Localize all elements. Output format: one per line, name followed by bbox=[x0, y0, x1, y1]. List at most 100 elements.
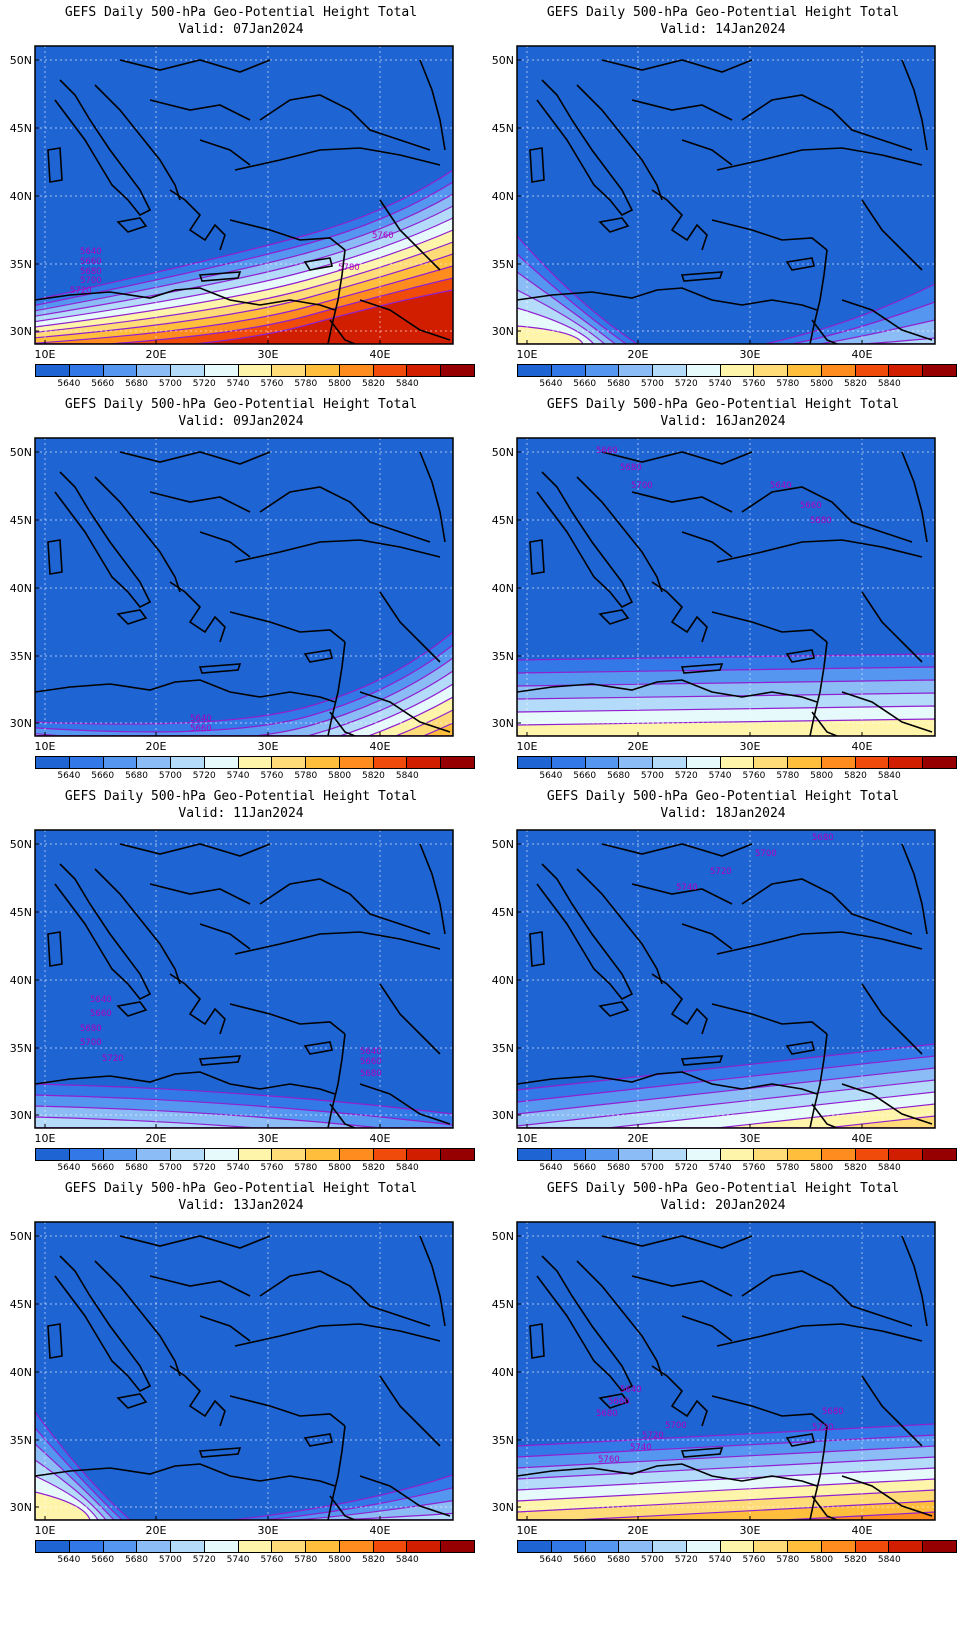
colorbar-swatch bbox=[686, 1149, 721, 1160]
colorbar-swatch bbox=[272, 1149, 307, 1160]
coastline bbox=[517, 679, 818, 703]
colorbar-label: 5740 bbox=[226, 379, 250, 389]
coastline bbox=[716, 931, 923, 955]
contour-label: 5680 bbox=[810, 516, 832, 526]
colorbar-label: 5680 bbox=[125, 379, 148, 389]
colorbar-label: 5760 bbox=[742, 1163, 766, 1173]
coastline bbox=[536, 471, 634, 609]
forecast-panel: GEFS Daily 500-hPa Geo-Potential Height … bbox=[482, 1176, 964, 1586]
coastline bbox=[741, 1270, 913, 1327]
coastline bbox=[303, 1433, 333, 1447]
coastline bbox=[841, 691, 933, 733]
coastline bbox=[601, 451, 753, 465]
lat-tick-label: 35N bbox=[492, 1434, 514, 1447]
contour-label: 5660 bbox=[608, 1397, 630, 1407]
coastline bbox=[598, 217, 630, 233]
coastline bbox=[536, 863, 634, 1001]
colorbar-swatch bbox=[821, 1541, 856, 1552]
lat-tick-label: 35N bbox=[492, 1042, 514, 1055]
lat-tick-label: 40N bbox=[10, 974, 32, 987]
coastline bbox=[329, 319, 356, 344]
lon-tick-label: 40E bbox=[852, 348, 873, 361]
colorbar-swatch bbox=[441, 1541, 474, 1552]
lat-tick-label: 45N bbox=[10, 122, 32, 135]
colorbar-label: 5720 bbox=[674, 1163, 698, 1173]
coastline bbox=[379, 983, 441, 1055]
forecast-panel: GEFS Daily 500-hPa Geo-Potential Height … bbox=[0, 1176, 482, 1586]
colorbar-swatch bbox=[855, 1541, 890, 1552]
coastline bbox=[119, 451, 271, 465]
colorbar-label: 5840 bbox=[395, 771, 419, 781]
colorbar-label: 5820 bbox=[362, 771, 385, 781]
coastline bbox=[631, 491, 733, 513]
lon-tick-label: 40E bbox=[852, 1524, 873, 1537]
coastline bbox=[841, 299, 933, 341]
contour-label: 5700 bbox=[80, 276, 102, 286]
colorbar-swatch bbox=[36, 757, 70, 768]
colorbar-swatch bbox=[441, 757, 474, 768]
lat-tick-label: 50N bbox=[10, 446, 32, 459]
coastline bbox=[809, 249, 828, 344]
coastline bbox=[811, 1103, 838, 1128]
colorbar-swatch bbox=[306, 757, 340, 768]
coastline bbox=[785, 1433, 815, 1447]
lat-tick-label: 40N bbox=[492, 582, 514, 595]
panel-valid-date: Valid: 09Jan2024 bbox=[178, 414, 304, 429]
map-frame bbox=[34, 45, 454, 345]
colorbar-label: 5720 bbox=[674, 379, 698, 389]
colorbar-label: 5840 bbox=[877, 1163, 901, 1173]
coastline bbox=[259, 486, 431, 543]
colorbar-swatch bbox=[855, 1149, 890, 1160]
coastline bbox=[169, 1365, 226, 1427]
lat-tick-label: 30N bbox=[492, 1501, 514, 1514]
colorbar-label: 5720 bbox=[192, 379, 216, 389]
colorbar-label: 5840 bbox=[395, 1555, 419, 1565]
colorbar-label: 5700 bbox=[158, 771, 182, 781]
colorbar-label: 5760 bbox=[260, 379, 284, 389]
colorbar-swatch bbox=[889, 1541, 924, 1552]
panel-valid-date: Valid: 20Jan2024 bbox=[660, 1198, 786, 1213]
colorbar-label: 5720 bbox=[192, 1163, 216, 1173]
contour-label: 5760 bbox=[372, 231, 394, 241]
colorbar-swatch bbox=[272, 1541, 307, 1552]
colorbar-label: 5800 bbox=[810, 771, 834, 781]
coastline bbox=[234, 539, 441, 563]
coastline bbox=[327, 249, 346, 344]
panel-valid-date: Valid: 18Jan2024 bbox=[660, 806, 786, 821]
forecast-panel: GEFS Daily 500-hPa Geo-Potential Height … bbox=[0, 784, 482, 1194]
lat-tick-label: 50N bbox=[10, 838, 32, 851]
panel-title: GEFS Daily 500-hPa Geo-Potential Height … bbox=[546, 789, 900, 804]
coastline bbox=[841, 1083, 933, 1125]
contour-label: 5640 bbox=[190, 714, 212, 724]
colorbar-swatch bbox=[36, 365, 70, 376]
contour-label: 5680 bbox=[596, 1409, 618, 1419]
height-band bbox=[35, 709, 453, 736]
forecast-panel: GEFS Daily 500-hPa Geo-Potential Height … bbox=[482, 784, 964, 1194]
contour-label: 5720 bbox=[812, 1423, 834, 1433]
colorbar-swatch bbox=[653, 365, 687, 376]
coastline bbox=[711, 219, 828, 251]
coastline bbox=[651, 581, 708, 643]
colorbar-swatch bbox=[36, 1541, 70, 1552]
colorbar-swatch bbox=[923, 757, 956, 768]
contour-label: 5700 bbox=[755, 849, 777, 859]
coastline bbox=[359, 1475, 451, 1517]
coastline bbox=[47, 1323, 63, 1359]
colorbar-swatch bbox=[171, 1541, 205, 1552]
coastline bbox=[680, 1447, 724, 1458]
colorbar bbox=[517, 756, 957, 769]
contour-label: 5660 bbox=[80, 257, 102, 267]
lat-tick-label: 45N bbox=[492, 122, 514, 135]
colorbar-swatch bbox=[137, 757, 172, 768]
coastline bbox=[861, 1375, 923, 1447]
colorbar-label: 5700 bbox=[640, 1555, 664, 1565]
height-fill-base bbox=[35, 830, 453, 1128]
coastline bbox=[517, 287, 818, 311]
colorbar-label: 5700 bbox=[158, 1555, 182, 1565]
colorbar-swatch bbox=[103, 365, 138, 376]
colorbar-swatch bbox=[619, 1149, 654, 1160]
coastline bbox=[529, 1323, 545, 1359]
